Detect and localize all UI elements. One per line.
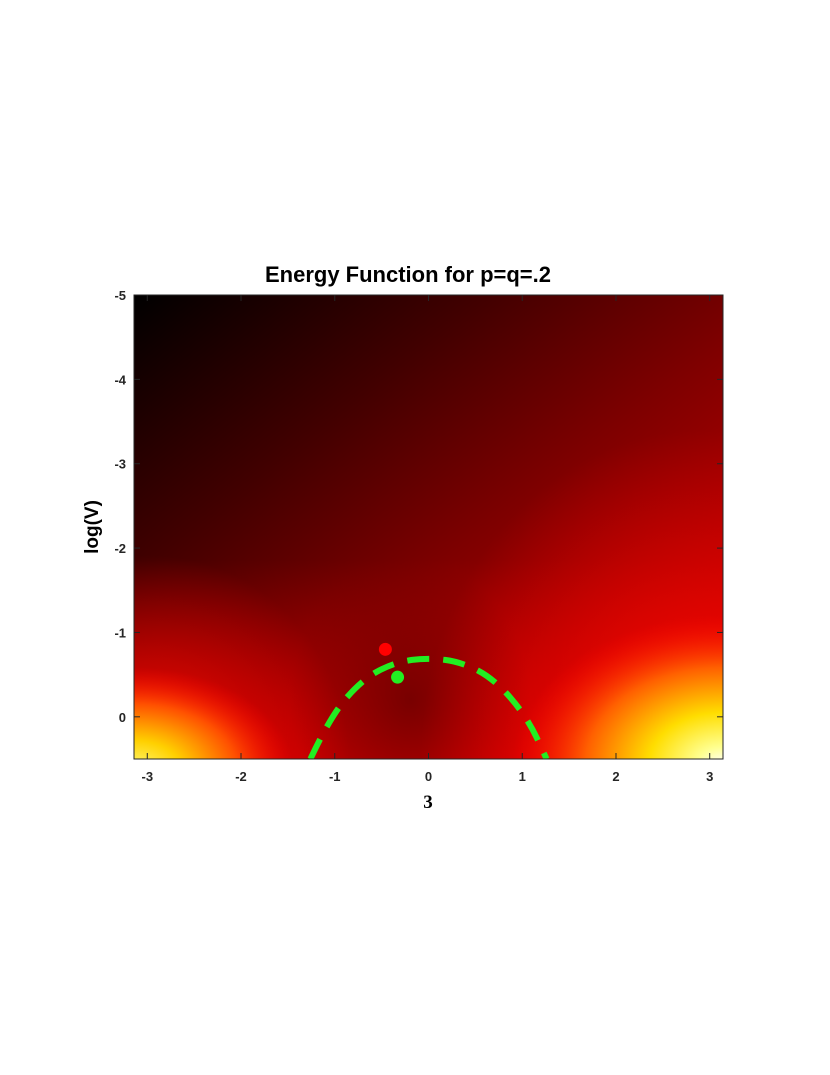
green-marker-point xyxy=(391,670,405,684)
y-axis-label: log(V) xyxy=(82,500,103,554)
heatmap-right-hot-spot xyxy=(512,615,723,759)
y-tick-label: -2 xyxy=(114,541,126,556)
boundary-dashed-curve xyxy=(307,655,550,759)
y-tick-label: -3 xyxy=(114,457,126,472)
x-tick-label: -3 xyxy=(141,769,153,784)
x-tick-label: -2 xyxy=(235,769,247,784)
x-tick-label: 2 xyxy=(612,769,619,784)
y-tick-label: -4 xyxy=(114,372,126,387)
x-tick-label: 1 xyxy=(519,769,526,784)
y-axis-ticks: -5 -4 -3 -2 -1 0 xyxy=(114,288,723,725)
x-tick-label: -1 xyxy=(329,769,341,784)
y-tick-label: -5 xyxy=(114,288,126,303)
red-marker-point xyxy=(378,642,392,656)
y-tick-label: -1 xyxy=(114,625,126,640)
y-tick-label: 0 xyxy=(119,710,126,725)
heatmap-left-hot-spot xyxy=(134,667,293,759)
x-axis-label: 3 xyxy=(423,792,433,813)
x-tick-label: 0 xyxy=(425,769,432,784)
x-tick-label: 3 xyxy=(706,769,713,784)
chart-title: Energy Function for p=q=.2 xyxy=(265,262,551,287)
x-axis-ticks: -3 -2 -1 0 1 2 3 xyxy=(141,295,713,784)
heatmap xyxy=(134,295,723,759)
